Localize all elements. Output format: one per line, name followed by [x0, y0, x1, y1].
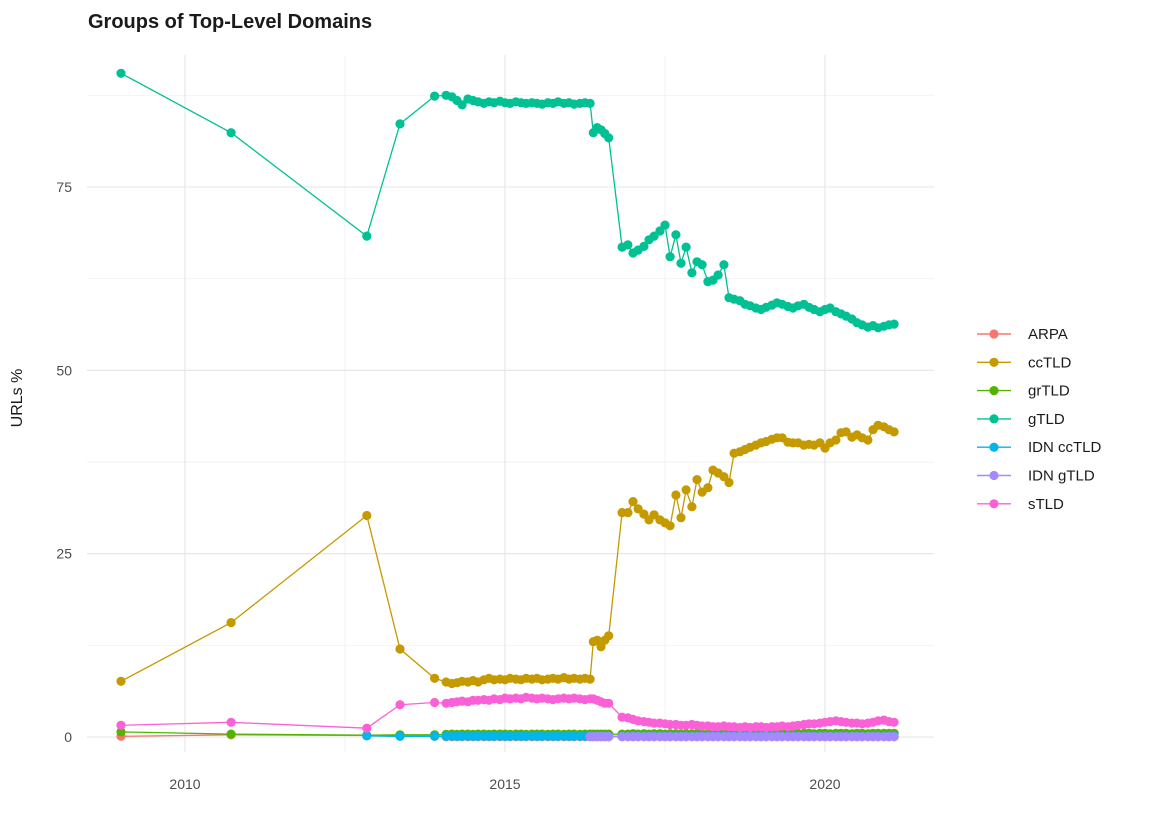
legend-label: grTLD: [1028, 383, 1070, 400]
data-point: [681, 485, 691, 495]
data-point: [430, 673, 440, 683]
legend-key-dot-icon: [989, 386, 999, 396]
data-point: [362, 731, 372, 741]
x-tick-label: 2015: [489, 776, 520, 792]
data-point: [692, 475, 702, 485]
data-point: [719, 260, 729, 270]
data-point: [395, 731, 405, 741]
data-point: [623, 507, 633, 518]
data-point: [687, 268, 697, 278]
data-point: [116, 676, 126, 686]
y-tick-label: 0: [64, 729, 72, 745]
legend-item-stld: sTLD: [977, 496, 1064, 513]
data-point: [604, 732, 614, 742]
y-axis-title: URLs %: [9, 369, 26, 428]
data-point: [639, 241, 649, 251]
data-point: [226, 128, 236, 138]
data-point: [671, 230, 681, 240]
data-point: [116, 720, 126, 730]
data-point: [226, 717, 236, 727]
data-point: [687, 502, 697, 512]
data-point: [889, 717, 899, 727]
y-tick-label: 50: [56, 362, 72, 378]
data-point: [585, 98, 595, 108]
data-point: [889, 319, 899, 329]
data-point: [226, 729, 236, 739]
data-point: [724, 477, 734, 488]
data-point: [395, 700, 405, 710]
legend-item-gtld: gTLD: [977, 411, 1065, 428]
legend-item-grtld: grTLD: [977, 383, 1070, 400]
data-point: [430, 697, 440, 708]
data-point: [623, 240, 633, 250]
legend-label: ARPA: [1028, 326, 1068, 343]
data-point: [889, 732, 899, 742]
legend-item-arpa: ARPA: [977, 326, 1068, 343]
data-point: [681, 242, 691, 252]
data-point: [116, 727, 126, 737]
legend-label: IDN ccTLD: [1028, 439, 1102, 456]
data-point: [226, 618, 236, 628]
data-point: [457, 100, 467, 110]
data-point: [604, 698, 614, 708]
data-point: [604, 133, 614, 143]
data-point: [395, 119, 405, 129]
legend: ARPA ccTLD grTLD gTLD IDN ccTLD IDN gTLD sTLD: [977, 326, 1102, 513]
series-stld: [116, 692, 899, 733]
data-point: [628, 497, 638, 507]
legend-item-idn-cctld: IDN ccTLD: [977, 439, 1102, 456]
x-tick-label: 2010: [169, 776, 200, 792]
legend-label: IDN gTLD: [1028, 468, 1095, 485]
legend-label: ccTLD: [1028, 354, 1072, 371]
data-point: [362, 231, 372, 241]
data-point: [665, 252, 675, 262]
data-point: [430, 91, 440, 101]
legend-item-idn-gtld: IDN gTLD: [977, 468, 1095, 485]
data-point: [362, 510, 372, 521]
data-point: [671, 490, 681, 500]
data-point: [665, 521, 675, 531]
legend-key-dot-icon: [989, 357, 999, 367]
data-series-layer: [116, 68, 899, 742]
x-tick-label: 2020: [809, 776, 840, 792]
data-point: [660, 220, 670, 230]
chart-title: Groups of Top-Level Domains: [88, 11, 372, 33]
data-point: [362, 723, 372, 733]
axis-labels: 0 25 50 75 2010 2015 2020: [56, 179, 840, 792]
legend-key-dot-icon: [989, 329, 999, 339]
gridlines: [87, 55, 934, 752]
data-point: [697, 260, 707, 270]
series-line: [120, 72, 895, 329]
legend-key-dot-icon: [989, 499, 999, 509]
gridlines-minor: [87, 55, 934, 752]
legend-label: gTLD: [1028, 411, 1065, 428]
legend-key-dot-icon: [989, 442, 999, 452]
data-point: [395, 644, 405, 654]
data-point: [430, 731, 440, 741]
series-gtld: [116, 68, 899, 333]
legend-item-cctld: ccTLD: [977, 354, 1072, 371]
series-cctld: [116, 420, 899, 689]
legend-key-dot-icon: [989, 470, 999, 481]
data-point: [713, 270, 723, 280]
data-point: [676, 513, 686, 523]
series-idn-gtld: [585, 732, 899, 742]
data-point: [676, 258, 686, 268]
y-tick-label: 25: [56, 546, 72, 562]
data-point: [604, 631, 614, 641]
series-line: [120, 424, 895, 685]
data-point: [863, 435, 873, 445]
legend-label: sTLD: [1028, 496, 1064, 513]
data-point: [831, 435, 841, 445]
data-point: [889, 427, 899, 437]
data-point: [703, 483, 713, 493]
data-point: [116, 68, 126, 78]
legend-key-dot-icon: [989, 414, 999, 424]
data-point: [585, 674, 595, 684]
gridlines-major: [87, 55, 934, 752]
y-tick-label: 75: [56, 179, 72, 195]
